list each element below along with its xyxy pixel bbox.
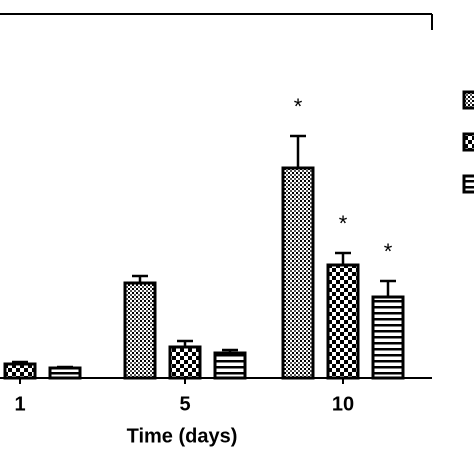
x-tick-label: 5 — [179, 393, 190, 415]
bar — [168, 345, 202, 380]
bar — [3, 362, 37, 380]
x-axis-title: Time (days) — [127, 425, 238, 447]
x-tick-label: 10 — [332, 393, 354, 415]
x-tick-label: 1 — [14, 393, 25, 415]
legend-swatch — [462, 174, 474, 194]
bar — [48, 366, 82, 380]
legend-swatch — [462, 90, 474, 110]
significance-marker: * — [339, 211, 348, 236]
bar — [371, 295, 405, 380]
bar — [213, 351, 247, 380]
bar — [326, 263, 360, 380]
legend-swatch — [462, 132, 474, 152]
significance-marker: * — [384, 239, 393, 264]
bar — [281, 166, 315, 380]
bar — [123, 281, 157, 380]
significance-marker: * — [294, 94, 303, 119]
